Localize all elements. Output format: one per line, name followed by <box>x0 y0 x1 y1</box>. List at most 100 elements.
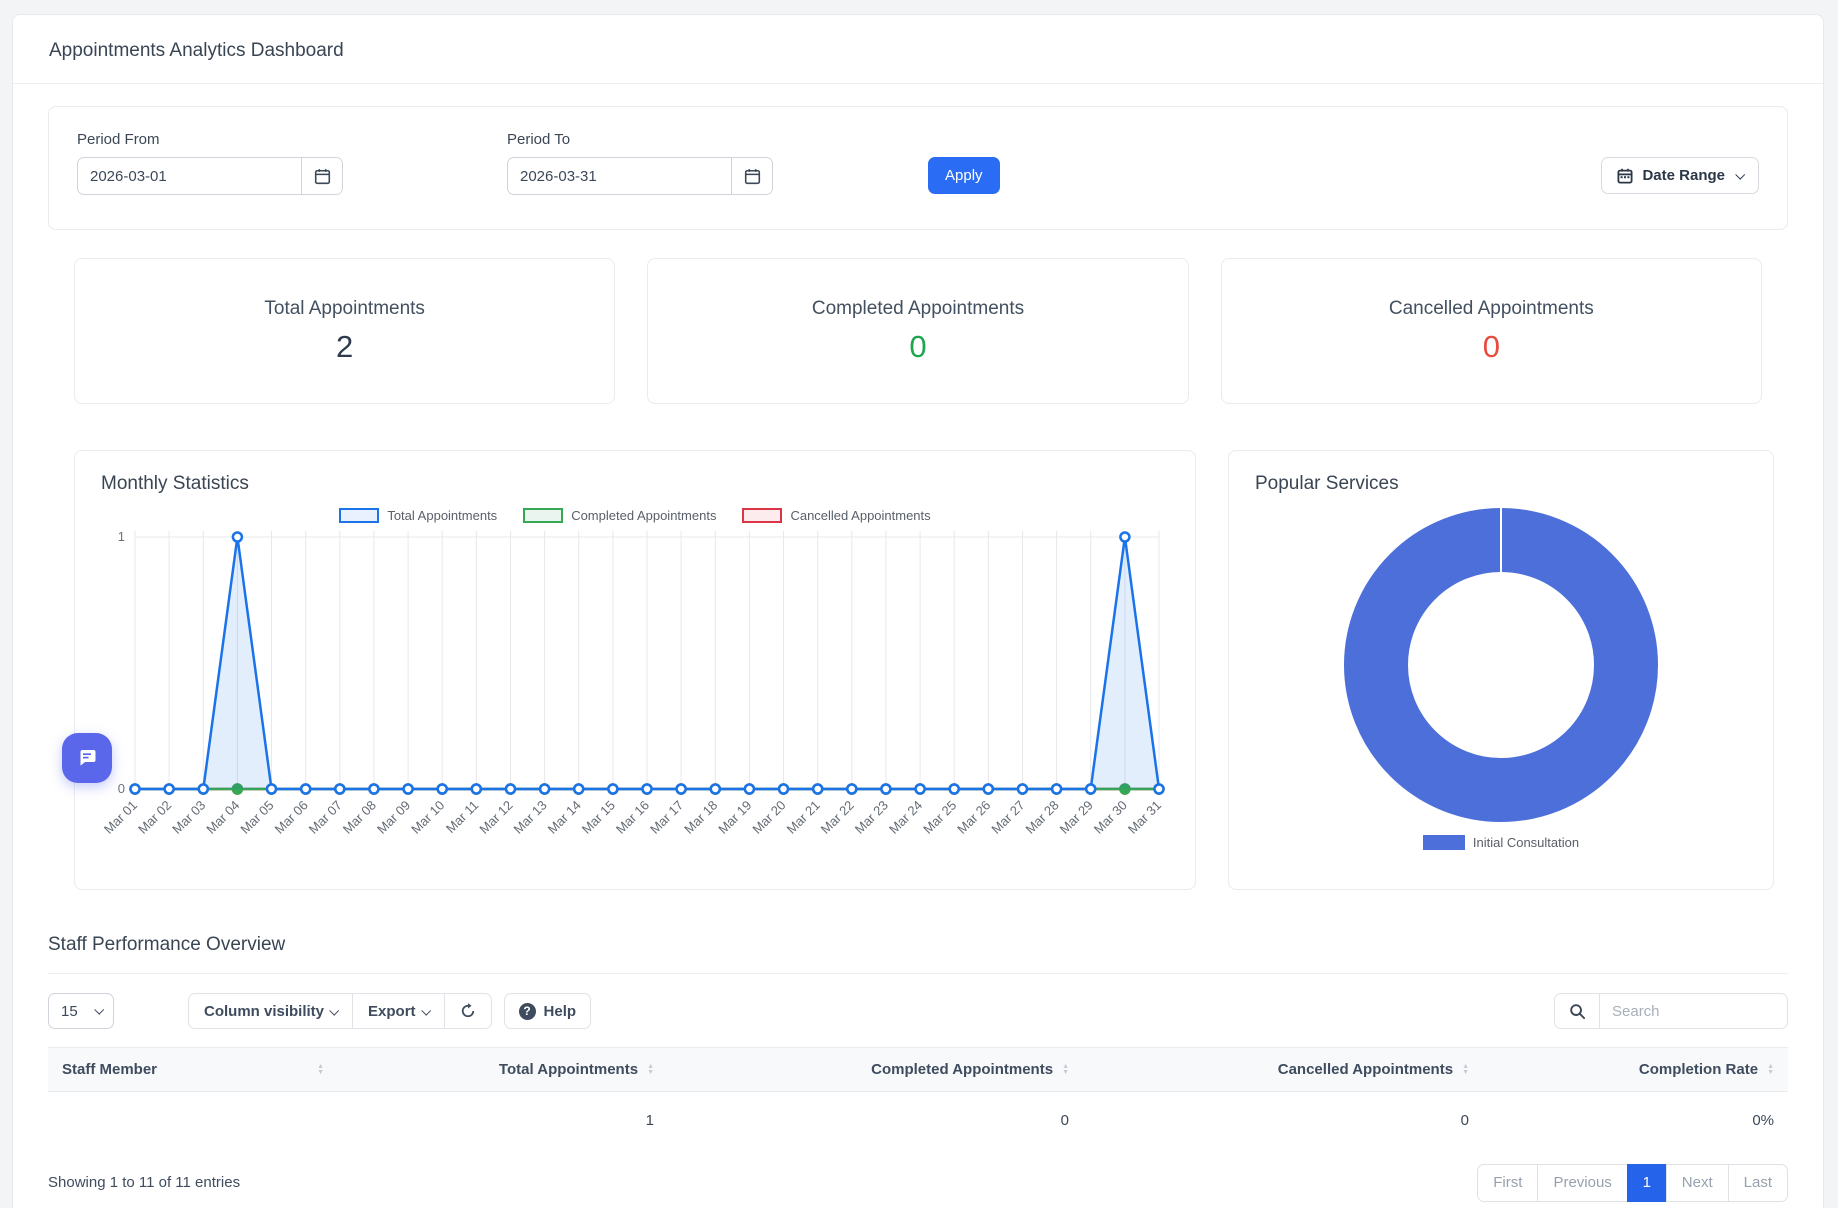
date-range-button[interactable]: Date Range <box>1601 157 1759 194</box>
help-label: Help <box>543 1002 577 1020</box>
svg-text:Mar 19: Mar 19 <box>715 798 754 837</box>
staff-performance-title: Staff Performance Overview <box>48 934 286 955</box>
column-header-completed-appointments[interactable]: Completed Appointments ▲ ▼ <box>668 1047 1083 1092</box>
period-to-input[interactable] <box>508 158 731 194</box>
export-button[interactable]: Export <box>352 993 445 1029</box>
column-header-total-appointments[interactable]: Total Appointments ▲ ▼ <box>338 1047 668 1092</box>
panel-header: Appointments Analytics Dashboard <box>13 15 1823 84</box>
sort-icon: ▲ ▼ <box>317 1062 324 1076</box>
svg-text:Mar 07: Mar 07 <box>306 798 345 837</box>
svg-text:Mar 20: Mar 20 <box>749 798 788 837</box>
svg-text:Mar 28: Mar 28 <box>1022 798 1061 837</box>
table-button-group: Column visibility Export <box>188 993 492 1029</box>
chat-fab-button[interactable] <box>62 733 112 783</box>
stats-row: Total Appointments 2 Completed Appointme… <box>74 258 1762 404</box>
sort-icon: ▲ ▼ <box>1062 1062 1069 1076</box>
refresh-button[interactable] <box>443 993 492 1029</box>
page-title: Appointments Analytics Dashboard <box>49 40 344 61</box>
svg-text:1: 1 <box>118 529 125 544</box>
search-icon <box>1569 1003 1585 1019</box>
pagination-first[interactable]: First <box>1477 1163 1539 1202</box>
svg-text:Mar 16: Mar 16 <box>613 798 652 837</box>
staff-performance-table: Staff Member ▲ ▼ Total Appointments ▲ ▼ Co… <box>48 1047 1788 1150</box>
svg-text:Mar 31: Mar 31 <box>1125 798 1164 837</box>
period-from-label: Period From <box>77 131 160 148</box>
legend-label: Initial Consultation <box>1472 835 1580 850</box>
svg-text:Mar 15: Mar 15 <box>579 798 618 837</box>
svg-text:Mar 13: Mar 13 <box>510 798 549 837</box>
table-search <box>1554 993 1788 1029</box>
svg-text:Mar 24: Mar 24 <box>886 798 925 837</box>
charts-row: Monthly Statistics Total Appointments Co… <box>74 450 1774 890</box>
legend-label: Completed Appointments <box>571 508 717 523</box>
column-header-label: Completion Rate <box>1638 1061 1759 1078</box>
svg-text:Mar 12: Mar 12 <box>476 798 515 837</box>
legend-item[interactable]: Completed Appointments <box>523 508 716 523</box>
dashboard-panel: Appointments Analytics Dashboard Period … <box>12 14 1824 1208</box>
svg-text:Mar 02: Mar 02 <box>135 798 174 837</box>
svg-text:Mar 09: Mar 09 <box>374 798 413 837</box>
table-cell: 0 <box>1060 1112 1069 1130</box>
period-to-calendar-button[interactable] <box>731 158 772 194</box>
stat-card-cancelled: Cancelled Appointments 0 <box>1220 258 1762 404</box>
legend-item[interactable]: Initial Consultation <box>1422 835 1580 850</box>
pagination-previous[interactable]: Previous <box>1537 1163 1628 1202</box>
date-range-label: Date Range <box>1642 167 1725 184</box>
search-input[interactable] <box>1600 993 1788 1029</box>
showing-entries-text: Showing 1 to 11 of 11 entries <box>48 1174 241 1191</box>
stat-card-completed: Completed Appointments 0 <box>647 258 1189 404</box>
pagination-last[interactable]: Last <box>1727 1163 1788 1202</box>
legend-label: Total Appointments <box>387 508 498 523</box>
chat-bubble-icon <box>80 750 96 766</box>
legend-swatch <box>742 508 783 523</box>
stat-value: 0 <box>1482 328 1500 364</box>
period-from-field: Period From <box>77 131 343 195</box>
svg-text:Mar 06: Mar 06 <box>272 798 311 837</box>
svg-text:Mar 01: Mar 01 <box>101 798 140 837</box>
svg-text:Mar 23: Mar 23 <box>852 798 891 837</box>
page-size-select[interactable]: 15 <box>48 993 114 1029</box>
stat-card-total: Total Appointments 2 <box>74 258 616 404</box>
help-button[interactable]: ? Help <box>503 993 592 1029</box>
svg-text:Mar 22: Mar 22 <box>818 798 857 837</box>
svg-text:Mar 14: Mar 14 <box>545 798 584 837</box>
legend-item[interactable]: Total Appointments <box>339 508 497 523</box>
popular-services-title: Popular Services <box>1255 473 1399 494</box>
column-visibility-button[interactable]: Column visibility <box>188 993 354 1029</box>
table-row: 1 0 0 0% <box>48 1092 1788 1150</box>
svg-text:0: 0 <box>118 781 125 796</box>
svg-text:Mar 11: Mar 11 <box>443 798 482 837</box>
svg-text:Mar 10: Mar 10 <box>408 798 447 837</box>
pagination: First Previous 1 Next Last <box>1477 1163 1788 1202</box>
column-visibility-label: Column visibility <box>204 1002 325 1020</box>
legend-swatch <box>1422 835 1465 850</box>
pagination-next[interactable]: Next <box>1665 1163 1729 1202</box>
column-header-staff-member[interactable]: Staff Member ▲ ▼ <box>48 1047 338 1092</box>
column-header-label: Staff Member <box>62 1061 158 1078</box>
table-body: 1 0 0 0% <box>48 1092 1788 1150</box>
column-header-completion-rate[interactable]: Completion Rate ▲ ▼ <box>1483 1047 1788 1092</box>
column-header-cancelled-appointments[interactable]: Cancelled Appointments ▲ ▼ <box>1083 1047 1483 1092</box>
svg-text:Mar 05: Mar 05 <box>237 798 276 837</box>
svg-text:Mar 25: Mar 25 <box>920 798 959 837</box>
chevron-down-icon <box>1735 169 1746 180</box>
popular-services-donut-chart <box>1344 508 1658 822</box>
svg-text:Mar 26: Mar 26 <box>954 798 993 837</box>
svg-text:Mar 03: Mar 03 <box>169 798 208 837</box>
stat-label: Completed Appointments <box>811 297 1025 319</box>
sort-icon: ▲ ▼ <box>1767 1062 1774 1076</box>
sort-icon: ▲ ▼ <box>1462 1062 1469 1076</box>
pagination-1[interactable]: 1 <box>1626 1163 1667 1202</box>
svg-text:Mar 27: Mar 27 <box>988 798 1027 837</box>
apply-button[interactable]: Apply <box>928 157 1000 194</box>
period-from-input[interactable] <box>78 158 301 194</box>
column-header-label: Total Appointments <box>498 1061 639 1078</box>
export-label: Export <box>368 1002 416 1020</box>
period-to-field: Period To <box>507 131 773 195</box>
divider <box>48 973 1788 974</box>
stat-label: Cancelled Appointments <box>1388 297 1594 319</box>
period-from-calendar-button[interactable] <box>301 158 342 194</box>
popular-services-card: Popular Services Initial Consultation <box>1228 450 1774 890</box>
legend-item[interactable]: Cancelled Appointments <box>742 508 931 523</box>
column-header-label: Cancelled Appointments <box>1277 1061 1454 1078</box>
